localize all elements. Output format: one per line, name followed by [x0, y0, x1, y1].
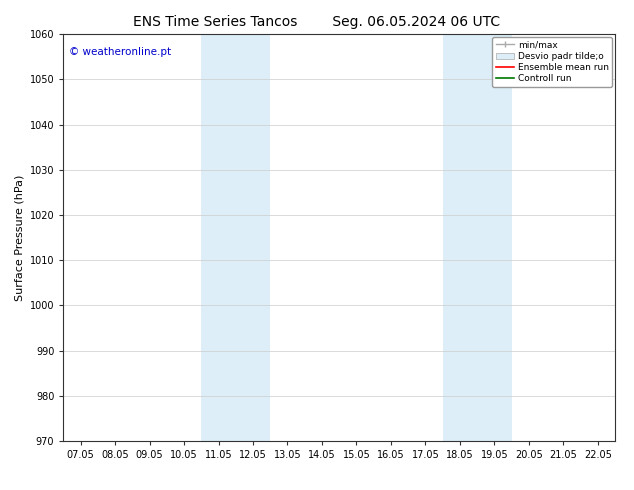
Legend: min/max, Desvio padr tilde;o, Ensemble mean run, Controll run: min/max, Desvio padr tilde;o, Ensemble m… [493, 37, 612, 87]
Text: © weatheronline.pt: © weatheronline.pt [69, 47, 171, 56]
Bar [443, 34, 512, 441]
Text: ENS Time Series Tancos        Seg. 06.05.2024 06 UTC: ENS Time Series Tancos Seg. 06.05.2024 0… [133, 15, 501, 29]
Bar [202, 34, 270, 441]
Y-axis label: Surface Pressure (hPa): Surface Pressure (hPa) [14, 174, 24, 301]
